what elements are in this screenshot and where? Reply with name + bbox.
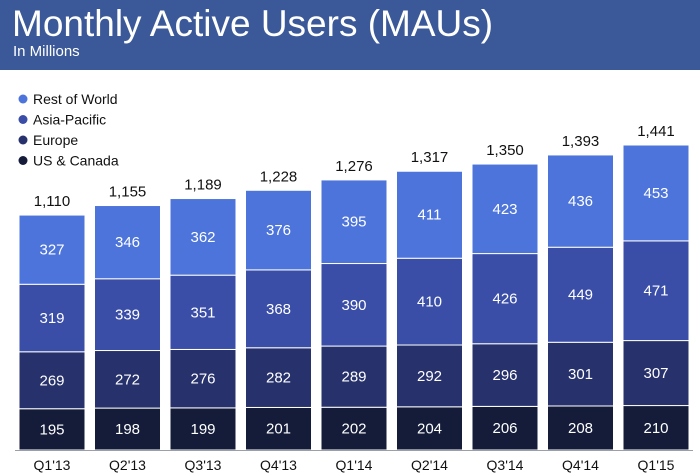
bar-segment-asia-pacific — [245, 269, 312, 349]
data-label-rest-of-world: 362 — [190, 229, 215, 246]
bar-segment-rest-of-world — [396, 170, 463, 259]
legend-marker — [18, 94, 28, 104]
data-label-rest-of-world: 436 — [568, 193, 593, 210]
data-label-rest-of-world: 411 — [418, 207, 442, 224]
bar-segment-asia-pacific — [396, 257, 463, 346]
bar-total-label: 1,350 — [486, 142, 524, 159]
x-tick-label: Q2'13 — [109, 457, 146, 473]
x-tick-label: Q2'14 — [411, 457, 448, 473]
data-label-asia-pacific: 471 — [643, 283, 668, 300]
bar-segment-us-canada — [320, 406, 388, 451]
data-label-asia-pacific: 390 — [341, 297, 366, 314]
legend-label: US & Canada — [33, 153, 119, 169]
data-label-europe: 269 — [39, 372, 64, 389]
data-label-us-canada: 208 — [568, 420, 593, 437]
data-label-us-canada: 195 — [39, 421, 64, 438]
x-tick-label: Q4'14 — [562, 457, 599, 473]
bar-segment-asia-pacific — [622, 240, 690, 342]
chart-title: Monthly Active Users (MAUs) — [12, 3, 494, 44]
bar-total-label: 1,110 — [34, 193, 70, 210]
bar-segment-rest-of-world — [471, 163, 539, 255]
data-label-asia-pacific: 319 — [39, 310, 64, 327]
bar-total-label: 1,276 — [335, 158, 373, 175]
bar-total-label: 1,317 — [411, 149, 449, 166]
data-label-rest-of-world: 423 — [492, 201, 517, 218]
legend-marker — [18, 115, 28, 124]
data-label-us-canada: 202 — [341, 421, 366, 438]
legend-label: Europe — [33, 132, 78, 148]
x-tick-label: Q1'15 — [638, 457, 675, 473]
bar-segment-rest-of-world — [169, 198, 237, 276]
bar-segment-rest-of-world — [245, 189, 312, 271]
bar-segment-europe — [622, 340, 690, 407]
x-tick-label: Q3'14 — [487, 457, 524, 473]
bar-segment-asia-pacific — [94, 278, 161, 352]
data-label-europe: 272 — [115, 371, 140, 388]
legend-marker — [18, 156, 28, 165]
chart-header: Monthly Active Users (MAUs) In Millions — [0, 0, 700, 70]
bar-total-label: 1,228 — [260, 168, 298, 185]
chart-subtitle: In Millions — [13, 43, 80, 60]
bar-segment-rest-of-world — [547, 154, 614, 248]
data-label-europe: 307 — [643, 365, 668, 382]
legend-marker — [18, 135, 28, 145]
bar-segment-us-canada — [396, 406, 463, 451]
data-label-europe: 292 — [417, 368, 442, 385]
bar-segment-us-canada — [471, 405, 539, 451]
bar-segment-asia-pacific — [320, 263, 388, 347]
bar-segment-rest-of-world — [622, 144, 690, 242]
bar-segment-europe — [471, 343, 539, 407]
data-label-us-canada: 210 — [643, 420, 668, 437]
data-label-asia-pacific: 339 — [115, 307, 140, 324]
bar-segment-rest-of-world — [94, 205, 161, 280]
data-label-europe: 282 — [266, 370, 291, 387]
data-label-europe: 289 — [341, 369, 366, 386]
data-label-us-canada: 198 — [115, 421, 140, 438]
data-label-rest-of-world: 376 — [266, 222, 291, 239]
data-label-europe: 296 — [492, 367, 517, 384]
bar-segment-rest-of-world — [320, 179, 388, 265]
bar-total-label: 1,441 — [637, 123, 675, 140]
data-label-asia-pacific: 351 — [190, 304, 215, 321]
x-tick-label: Q3'13 — [185, 457, 222, 473]
bar-total-label: 1,189 — [184, 177, 222, 194]
data-label-us-canada: 204 — [417, 420, 442, 437]
bar-segment-europe — [547, 341, 614, 407]
bar-segment-europe — [169, 348, 237, 409]
bar-segment-asia-pacific — [169, 274, 237, 350]
data-label-us-canada: 199 — [190, 421, 215, 438]
data-label-us-canada: 201 — [266, 421, 291, 438]
bar-segment-rest-of-world — [18, 214, 86, 285]
data-label-rest-of-world: 453 — [643, 185, 668, 202]
bar-segment-us-canada — [18, 408, 86, 451]
data-label-rest-of-world: 346 — [115, 234, 140, 251]
data-label-europe: 276 — [190, 371, 215, 388]
bar-segment-europe — [94, 350, 161, 409]
data-label-rest-of-world: 327 — [39, 242, 64, 259]
data-label-asia-pacific: 368 — [266, 301, 291, 318]
data-label-asia-pacific: 449 — [568, 287, 593, 304]
bar-total-label: 1,155 — [109, 184, 147, 201]
data-label-asia-pacific: 410 — [417, 294, 442, 311]
data-label-us-canada: 206 — [492, 420, 517, 437]
x-tick-label: Q1'13 — [34, 457, 71, 473]
bar-segment-us-canada — [547, 405, 614, 451]
data-label-asia-pacific: 426 — [492, 291, 517, 308]
bar-total-label: 1,393 — [562, 133, 600, 150]
data-label-rest-of-world: 395 — [341, 214, 366, 231]
legend-label: Asia-Pacific — [33, 112, 106, 128]
legend-label: Rest of World — [33, 91, 118, 107]
bar-segment-europe — [18, 351, 86, 410]
mau-stacked-bar-chart: 195 269 319 327 1,110 Q1'13 198 272 339 346 1,155 Q… — [15, 91, 693, 473]
bar-segment-europe — [320, 345, 388, 408]
x-tick-label: Q4'13 — [260, 457, 297, 473]
data-label-europe: 301 — [568, 366, 593, 383]
x-tick-label: Q1'14 — [336, 457, 373, 473]
bar-segment-asia-pacific — [471, 253, 539, 345]
